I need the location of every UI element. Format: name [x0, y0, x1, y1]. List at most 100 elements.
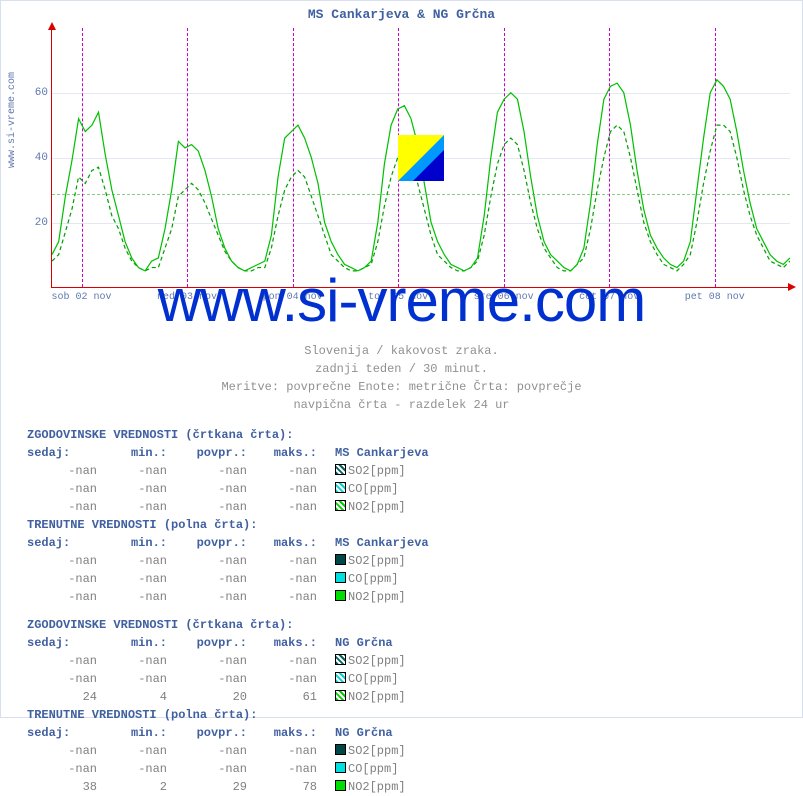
subtext-line: zadnji teden / 30 minut. [1, 360, 802, 378]
value-cell: -nan [247, 552, 317, 570]
station-name: MS Cankarjeva [335, 446, 429, 460]
value-cell: -nan [167, 652, 247, 670]
y-tick-label: 20 [22, 217, 48, 229]
legend-swatch-icon [335, 554, 346, 565]
table-row: -nan-nan-nan-nanNO2[ppm] [27, 498, 802, 516]
legend-swatch-icon [335, 500, 346, 511]
value-cell: -nan [27, 480, 97, 498]
subtext-line: Slovenija / kakovost zraka. [1, 342, 802, 360]
col-header: povpr.: [167, 724, 247, 742]
table-row: -nan-nan-nan-nanSO2[ppm] [27, 742, 802, 760]
measure-label: SO2[ppm] [348, 554, 406, 568]
col-header: min.: [97, 534, 167, 552]
measure-label: CO[ppm] [348, 672, 398, 686]
section-heading: TRENUTNE VREDNOSTI (polna črta): [27, 516, 802, 534]
value-cell: -nan [247, 742, 317, 760]
table-row: -nan-nan-nan-nanCO[ppm] [27, 760, 802, 778]
value-cell: -nan [27, 462, 97, 480]
value-cell: 2 [97, 778, 167, 796]
measure-label: CO[ppm] [348, 482, 398, 496]
x-tick-label: sre 06 nov [474, 292, 534, 303]
measure-label: CO[ppm] [348, 572, 398, 586]
value-cell: -nan [247, 588, 317, 606]
col-header: maks.: [247, 444, 317, 462]
x-tick-label: sob 02 nov [52, 292, 112, 303]
chart-title: MS Cankarjeva & NG Grčna [1, 1, 802, 24]
value-cell: -nan [27, 760, 97, 778]
value-cell: -nan [27, 552, 97, 570]
value-cell: -nan [97, 742, 167, 760]
value-cell: -nan [97, 670, 167, 688]
value-cell: -nan [247, 760, 317, 778]
station-name: NG Grčna [335, 636, 393, 650]
value-cell: -nan [27, 498, 97, 516]
table-row: -nan-nan-nan-nanSO2[ppm] [27, 552, 802, 570]
col-header: povpr.: [167, 634, 247, 652]
legend-swatch-icon [335, 762, 346, 773]
value-cell: -nan [247, 462, 317, 480]
value-cell: 24 [27, 688, 97, 706]
legend-swatch-icon [335, 464, 346, 475]
value-cell: -nan [167, 480, 247, 498]
measure-label: NO2[ppm] [348, 500, 406, 514]
col-header: maks.: [247, 534, 317, 552]
col-header: sedaj: [27, 634, 97, 652]
col-header: povpr.: [167, 444, 247, 462]
data-tables: ZGODOVINSKE VREDNOSTI (črtkana črta):sed… [27, 426, 802, 796]
table-row: -nan-nan-nan-nanSO2[ppm] [27, 462, 802, 480]
station-name: NG Grčna [335, 726, 393, 740]
value-cell: -nan [97, 588, 167, 606]
value-cell: -nan [167, 760, 247, 778]
value-cell: -nan [167, 498, 247, 516]
measure-label: CO[ppm] [348, 762, 398, 776]
value-cell: -nan [247, 670, 317, 688]
value-cell: -nan [97, 570, 167, 588]
table-row: -nan-nan-nan-nanCO[ppm] [27, 480, 802, 498]
x-tick-label: ned 03 nov [157, 292, 217, 303]
value-cell: -nan [167, 742, 247, 760]
value-cell: -nan [97, 652, 167, 670]
value-cell: -nan [27, 670, 97, 688]
col-header: maks.: [247, 634, 317, 652]
x-tick-label: pet 08 nov [685, 292, 745, 303]
col-header: maks.: [247, 724, 317, 742]
col-header: sedaj: [27, 724, 97, 742]
legend-swatch-icon [335, 590, 346, 601]
col-header: sedaj: [27, 444, 97, 462]
legend-swatch-icon [335, 780, 346, 791]
value-cell: 20 [167, 688, 247, 706]
table-row: -nan-nan-nan-nanSO2[ppm] [27, 652, 802, 670]
chart-container: www.si-vreme.com 204060sob 02 novned 03 … [51, 28, 790, 308]
value-cell: -nan [27, 588, 97, 606]
value-cell: -nan [247, 480, 317, 498]
table-row: 2442061NO2[ppm] [27, 688, 802, 706]
station-name: MS Cankarjeva [335, 536, 429, 550]
legend-swatch-icon [335, 654, 346, 665]
col-header: min.: [97, 634, 167, 652]
value-cell: -nan [167, 588, 247, 606]
col-header: povpr.: [167, 534, 247, 552]
legend-swatch-icon [335, 482, 346, 493]
legend-swatch-icon [335, 690, 346, 701]
y-axis-side-label: www.si-vreme.com [7, 72, 18, 168]
col-header: min.: [97, 724, 167, 742]
value-cell: -nan [247, 570, 317, 588]
value-cell: -nan [27, 652, 97, 670]
col-header: min.: [97, 444, 167, 462]
value-cell: 38 [27, 778, 97, 796]
site-logo-icon [398, 135, 444, 181]
value-cell: 78 [247, 778, 317, 796]
measure-label: NO2[ppm] [348, 590, 406, 604]
x-tick-label: čet 07 nov [579, 292, 639, 303]
section-heading: ZGODOVINSKE VREDNOSTI (črtkana črta): [27, 426, 802, 444]
value-cell: -nan [27, 570, 97, 588]
value-cell: 4 [97, 688, 167, 706]
legend-swatch-icon [335, 572, 346, 583]
legend-swatch-icon [335, 744, 346, 755]
measure-label: SO2[ppm] [348, 744, 406, 758]
x-tick-label: tor 05 nov [368, 292, 428, 303]
value-cell: -nan [167, 570, 247, 588]
value-cell: -nan [167, 552, 247, 570]
value-cell: -nan [167, 462, 247, 480]
subtext-line: navpična črta - razdelek 24 ur [1, 396, 802, 414]
